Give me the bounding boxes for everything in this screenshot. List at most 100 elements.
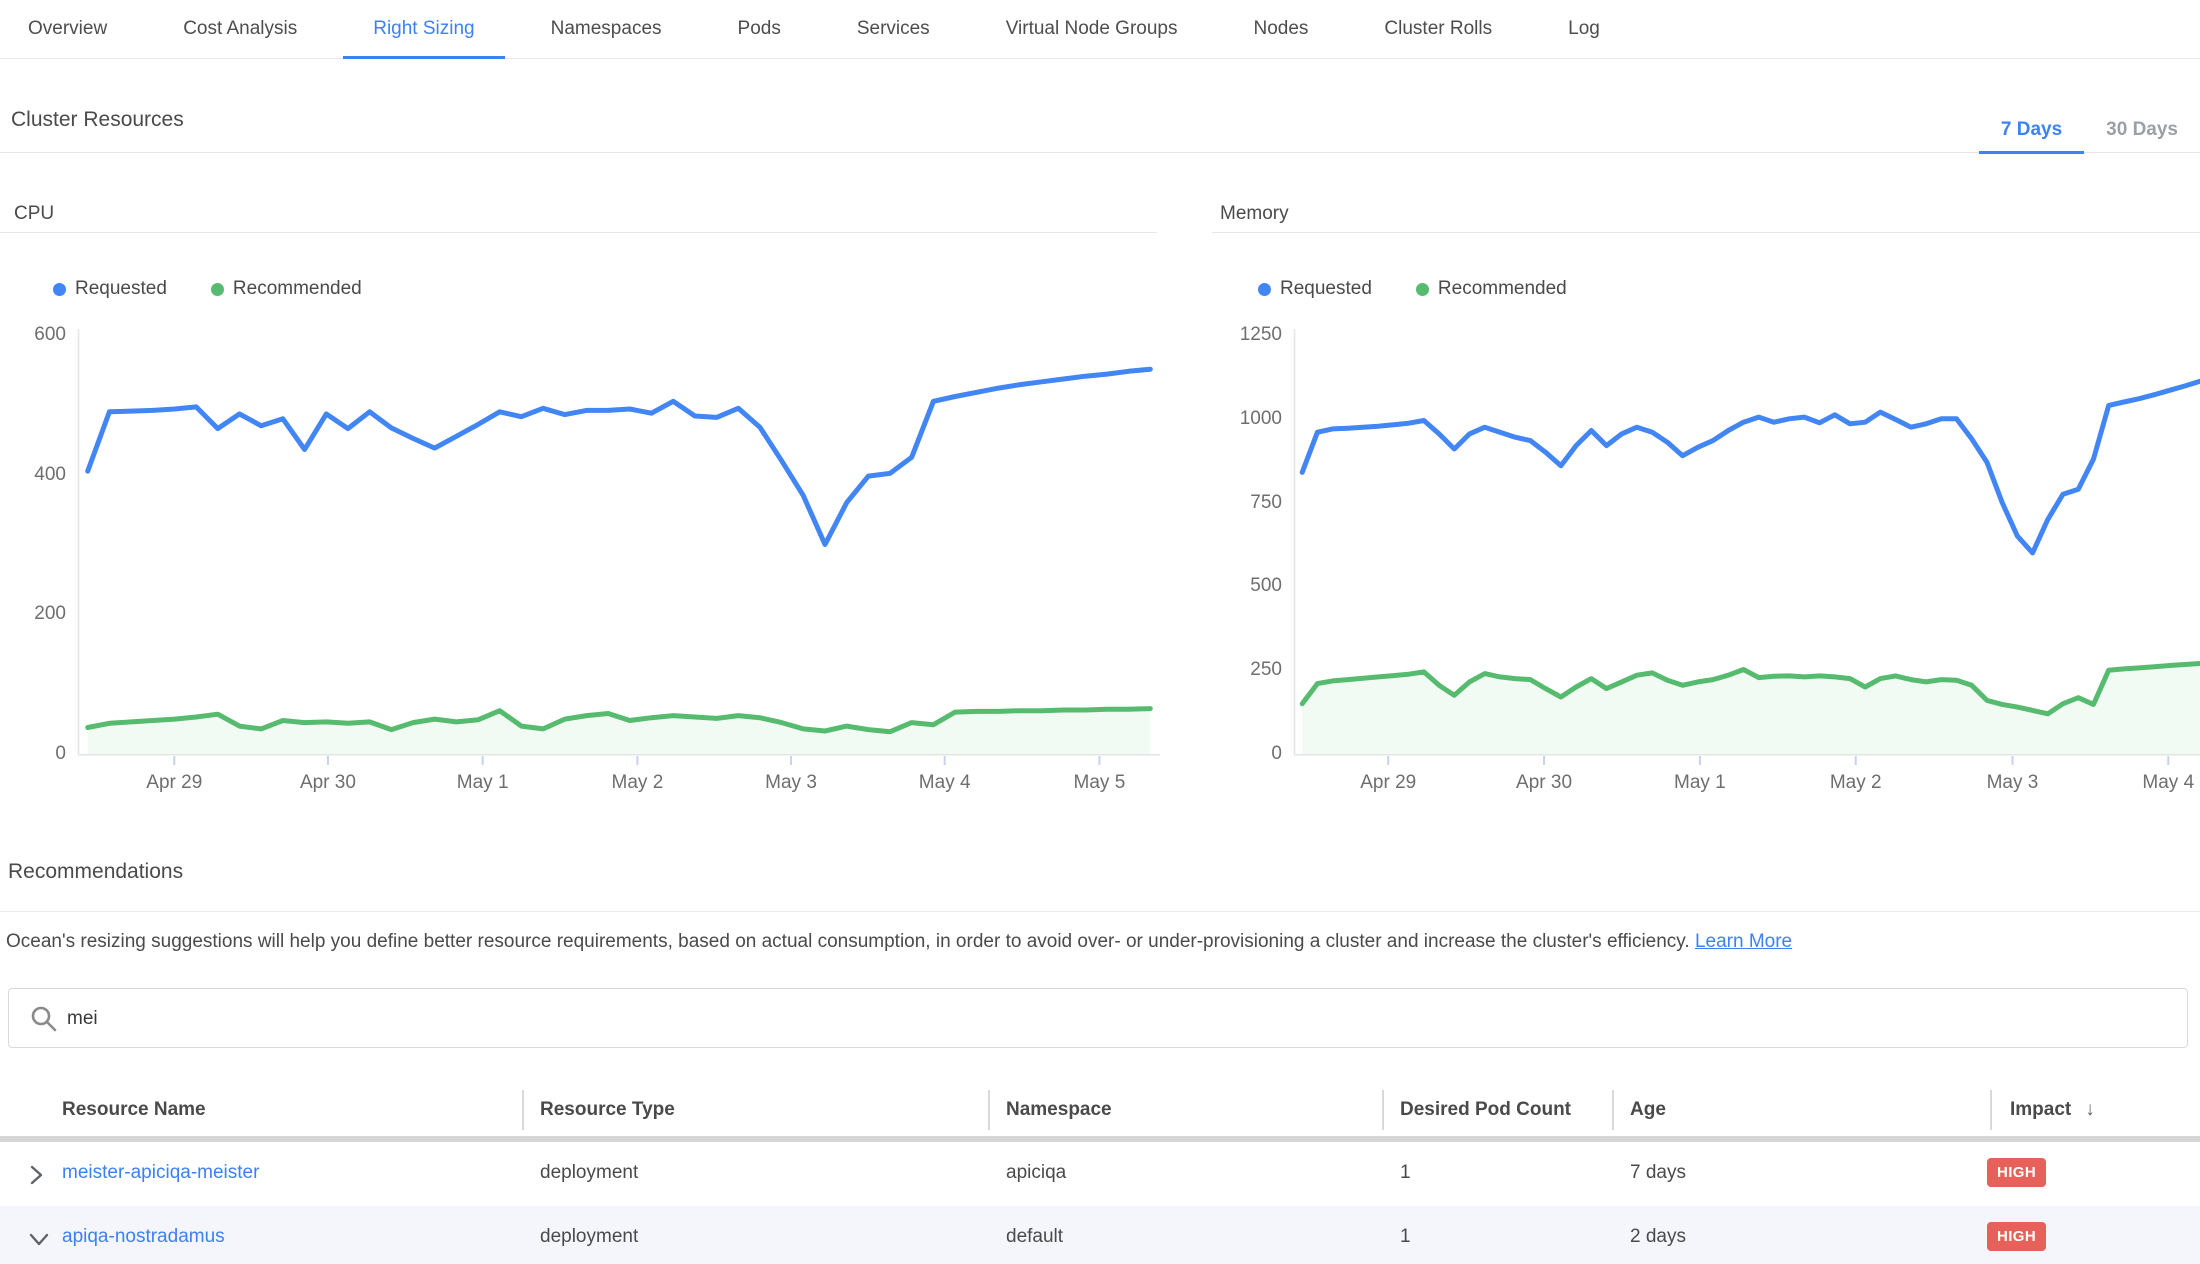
cpu-chart-panel: CPU Requested Recommended 0 200 400 600 Apr … [0,152,1157,800]
tab-namespaces[interactable]: Namespaces [521,0,692,58]
legend-item-requested[interactable]: Requested [53,278,167,300]
tab-cost-analysis[interactable]: Cost Analysis [153,0,327,58]
x-axis-label: May 3 [741,772,841,794]
range-tab-7-days[interactable]: 7 Days [1979,106,2084,154]
y-axis-label: 0 [1212,743,1282,765]
column-header-resource-name[interactable]: Resource Name [62,1099,206,1121]
recommended-legend-dot-icon [1416,283,1429,296]
y-axis-label: 500 [1212,575,1282,597]
table-row[interactable]: meister-apiciqa-meister deployment apici… [0,1142,2200,1208]
x-axis-label: Apr 30 [1494,772,1594,794]
requested-legend-dot-icon [53,283,66,296]
column-separator [988,1090,990,1130]
recommendations-divider [0,911,2200,912]
cpu-panel-divider [0,232,1157,233]
y-axis-label: 750 [1212,492,1282,514]
x-axis-label: Apr 29 [1338,772,1438,794]
column-separator [522,1090,524,1130]
cpu-chart-svg [78,325,1160,770]
recommendations-title: Recommendations [8,860,183,884]
resource-type-cell: deployment [540,1226,638,1248]
column-header-namespace[interactable]: Namespace [1006,1099,1112,1121]
resource-search-box [8,988,2188,1048]
x-axis-label: May 1 [1650,772,1750,794]
memory-chart-panel: Memory Requested Recommended 0 250 500 750 1… [1212,152,2200,800]
tab-pods[interactable]: Pods [708,0,811,58]
legend-label: Recommended [1438,278,1567,300]
x-axis-label: May 5 [1049,772,1149,794]
legend-item-requested[interactable]: Requested [1258,278,1372,300]
table-row[interactable]: apiqa-nostradamus deployment default 1 2… [0,1206,2200,1264]
y-axis-label: 600 [0,324,66,346]
y-axis-label: 400 [0,464,66,486]
desired-pod-count-cell: 1 [1400,1226,1411,1248]
legend-label: Requested [75,278,167,300]
tab-services[interactable]: Services [827,0,960,58]
cluster-resources-title: Cluster Resources [11,108,184,132]
memory-chart-svg [1294,325,2200,770]
x-axis-label: May 1 [433,772,533,794]
resource-name-link[interactable]: meister-apiciqa-meister [62,1162,259,1184]
chevron-right-icon[interactable] [27,1163,45,1187]
impact-badge: HIGH [1987,1222,2046,1251]
y-axis-label: 0 [0,743,66,765]
tab-overview[interactable]: Overview [0,0,137,58]
chevron-down-icon[interactable] [27,1230,51,1248]
search-icon [29,1004,59,1039]
age-cell: 7 days [1630,1162,1686,1184]
y-axis-label: 200 [0,603,66,625]
memory-chart-title: Memory [1220,203,1289,225]
column-header-resource-type[interactable]: Resource Type [540,1099,675,1121]
column-separator [1990,1090,1992,1130]
x-axis-label: Apr 29 [124,772,224,794]
y-axis-label: 250 [1212,659,1282,681]
top-nav-tabs: Overview Cost Analysis Right Sizing Namespa… [0,0,2200,59]
y-axis-label: 1000 [1212,408,1282,430]
tab-nodes[interactable]: Nodes [1224,0,1339,58]
description-text: Ocean's resizing suggestions will help y… [6,931,1690,952]
impact-badge: HIGH [1987,1158,2046,1187]
x-axis-label: May 3 [1962,772,2062,794]
column-header-age[interactable]: Age [1630,1099,1666,1121]
age-cell: 2 days [1630,1226,1686,1248]
resource-type-cell: deployment [540,1162,638,1184]
column-separator [1612,1090,1614,1130]
cluster-resources-header: Cluster Resources 7 Days30 Days [0,58,2200,153]
cpu-chart-legend: Requested Recommended [53,278,362,300]
legend-item-recommended[interactable]: Recommended [1416,278,1567,300]
y-axis-label: 1250 [1212,324,1282,346]
legend-item-recommended[interactable]: Recommended [211,278,362,300]
column-separator [1382,1090,1384,1130]
namespace-cell: default [1006,1226,1063,1248]
table-header: Resource Name Resource Type Namespace De… [0,1085,2200,1136]
legend-label: Recommended [233,278,362,300]
sort-desc-icon[interactable]: ↓ [2085,1099,2095,1121]
right-sizing-page: Overview Cost Analysis Right Sizing Namespa… [0,0,2200,1264]
memory-chart-canvas: 0 250 500 750 1000 1250 Apr 29 Apr 30 May 1 May 2… [1212,325,2200,803]
memory-panel-divider [1212,232,2200,233]
time-range-tabs: 7 Days30 Days [1979,106,2200,154]
range-tab-30-days[interactable]: 30 Days [2084,106,2200,154]
search-input[interactable] [65,990,2169,1048]
cpu-chart-title: CPU [14,203,54,225]
tab-right-sizing[interactable]: Right Sizing [343,0,504,58]
requested-legend-dot-icon [1258,283,1271,296]
x-axis-label: May 4 [2118,772,2200,794]
x-axis-label: May 4 [895,772,995,794]
desired-pod-count-cell: 1 [1400,1162,1411,1184]
x-axis-label: Apr 30 [278,772,378,794]
legend-label: Requested [1280,278,1372,300]
tab-virtual-node-groups[interactable]: Virtual Node Groups [976,0,1208,58]
tab-cluster-rolls[interactable]: Cluster Rolls [1354,0,1522,58]
column-header-desired-pod-count[interactable]: Desired Pod Count [1400,1099,1571,1121]
tab-log[interactable]: Log [1538,0,1630,58]
recommendations-description: Ocean's resizing suggestions will help y… [6,931,1792,953]
x-axis-label: May 2 [1806,772,1906,794]
cpu-chart-canvas: 0 200 400 600 Apr 29 Apr 30 May 1 May 2 May 3 May… [0,325,1157,803]
recommended-legend-dot-icon [211,283,224,296]
memory-chart-legend: Requested Recommended [1258,278,1567,300]
x-axis-label: May 2 [587,772,687,794]
column-header-impact[interactable]: Impact↓ [2010,1099,2095,1121]
learn-more-link[interactable]: Learn More [1695,931,1792,952]
resource-name-link[interactable]: apiqa-nostradamus [62,1226,225,1248]
